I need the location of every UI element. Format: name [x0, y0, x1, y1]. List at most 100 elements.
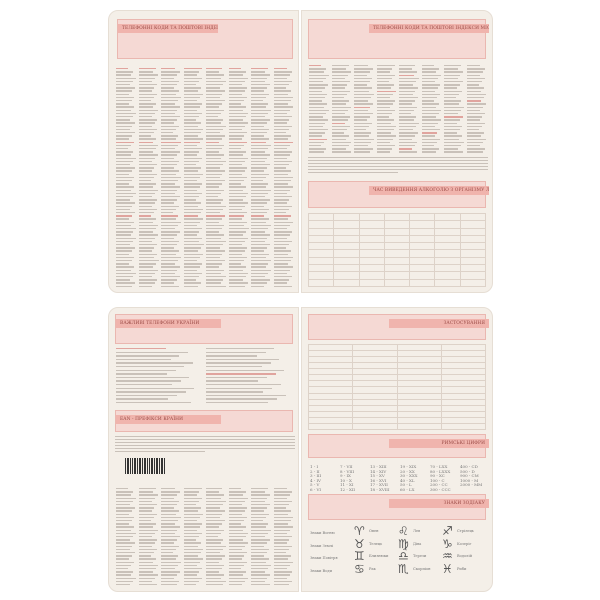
section-title: ВАЖЛИВІ ТЕЛЕФОНИ УКРАЇНИ: [116, 319, 221, 328]
text-line: [161, 272, 175, 275]
text-line: [161, 263, 176, 265]
text-line: [228, 90, 245, 92]
header-box: ТЕЛЕФОННІ КОДИ ТА ПОШТОВІ ІНДЕКСИ МІСТ У…: [308, 19, 489, 59]
text-line: [116, 160, 133, 163]
text-line: [354, 71, 371, 73]
text-line: [183, 558, 203, 560]
text-line: [376, 151, 390, 153]
text-line: [116, 250, 133, 252]
text-line: [421, 68, 439, 70]
text-line: [228, 157, 249, 159]
text-line: [421, 81, 436, 83]
header-box: ВАЖЛИВІ ТЕЛЕФОНИ УКРАЇНИ: [115, 314, 293, 344]
text-line: [228, 260, 245, 262]
text-line: [228, 202, 248, 204]
text-line: [116, 77, 136, 79]
text-line: [399, 138, 413, 140]
text-line: [251, 276, 265, 278]
text-line: [206, 362, 271, 364]
text-line: [138, 77, 155, 79]
text-line: [228, 116, 246, 118]
text-line: [228, 504, 243, 506]
text-line: [251, 116, 265, 118]
zodiac-sign-icon: ♈: [354, 524, 365, 538]
text-line: [206, 106, 219, 108]
text-line: [183, 77, 202, 79]
zodiac-sign-icon: ♓: [442, 561, 453, 576]
text-line: [161, 186, 181, 188]
text-line: [376, 109, 395, 112]
text-line: [273, 154, 290, 156]
text-line: [115, 445, 295, 447]
text-line: [115, 451, 205, 453]
zodiac-sign-icon: ♉: [354, 536, 365, 551]
text-line: [116, 228, 137, 230]
text-line: [444, 109, 461, 112]
text-line: [138, 186, 154, 188]
text-line: [138, 491, 153, 493]
text-line: [206, 402, 269, 404]
text-line: [354, 87, 372, 89]
text-line: [138, 180, 151, 182]
text-line: [206, 279, 224, 281]
text-line: [206, 160, 226, 163]
text-line: [116, 276, 134, 278]
table-cell: [307, 271, 335, 280]
text-line: [273, 87, 287, 89]
text-line: [138, 253, 157, 255]
zodiac-sign-name: Скорпіон: [413, 566, 431, 571]
text-line: [206, 497, 221, 499]
text-line: [183, 119, 197, 121]
text-line: [354, 74, 368, 76]
text-line: [116, 240, 133, 243]
barcode-bar: [131, 458, 133, 474]
text-line: [251, 128, 270, 131]
table-cell: [440, 343, 487, 352]
text-line: [273, 529, 290, 531]
text-line: [399, 141, 418, 144]
text-line: [273, 170, 292, 172]
text-line: [206, 355, 257, 357]
text-line: [161, 276, 180, 278]
table-cell: [333, 227, 360, 236]
text-line: [116, 218, 129, 220]
zodiac-sign-name: Терези: [413, 554, 427, 558]
text-line: [161, 231, 180, 233]
text-line: [116, 202, 136, 204]
table-cell: [383, 220, 411, 229]
text-line: [308, 166, 488, 168]
text-line: [251, 173, 270, 175]
text-line: [161, 523, 176, 525]
text-line: [228, 507, 248, 509]
text-line: [116, 568, 129, 570]
table-cell: [459, 271, 487, 280]
text-line: [399, 65, 415, 67]
text-line: [206, 138, 223, 140]
text-line: [308, 172, 398, 174]
table-cell: [409, 249, 436, 258]
text-line: [376, 145, 396, 147]
text-line: [251, 564, 271, 567]
text-line: [206, 176, 220, 179]
text-line: [273, 520, 291, 522]
text-line: [309, 81, 323, 83]
text-line: [116, 192, 136, 195]
text-line: [466, 87, 485, 89]
text-line: [116, 355, 180, 357]
text-line: [206, 548, 223, 551]
text-line: [421, 151, 437, 153]
text-line: [251, 196, 265, 198]
text-line: [228, 186, 247, 188]
text-line: [273, 568, 288, 570]
text-line: [138, 224, 159, 227]
text-line: [161, 116, 180, 118]
text-line: [161, 529, 178, 531]
text-line: [309, 132, 325, 134]
text-line: [251, 500, 265, 503]
text-line: [206, 552, 220, 554]
text-line: [206, 536, 219, 538]
text-line: [251, 183, 269, 185]
text-line: [161, 218, 176, 220]
text-line: [251, 561, 266, 563]
text-line: [376, 84, 394, 86]
